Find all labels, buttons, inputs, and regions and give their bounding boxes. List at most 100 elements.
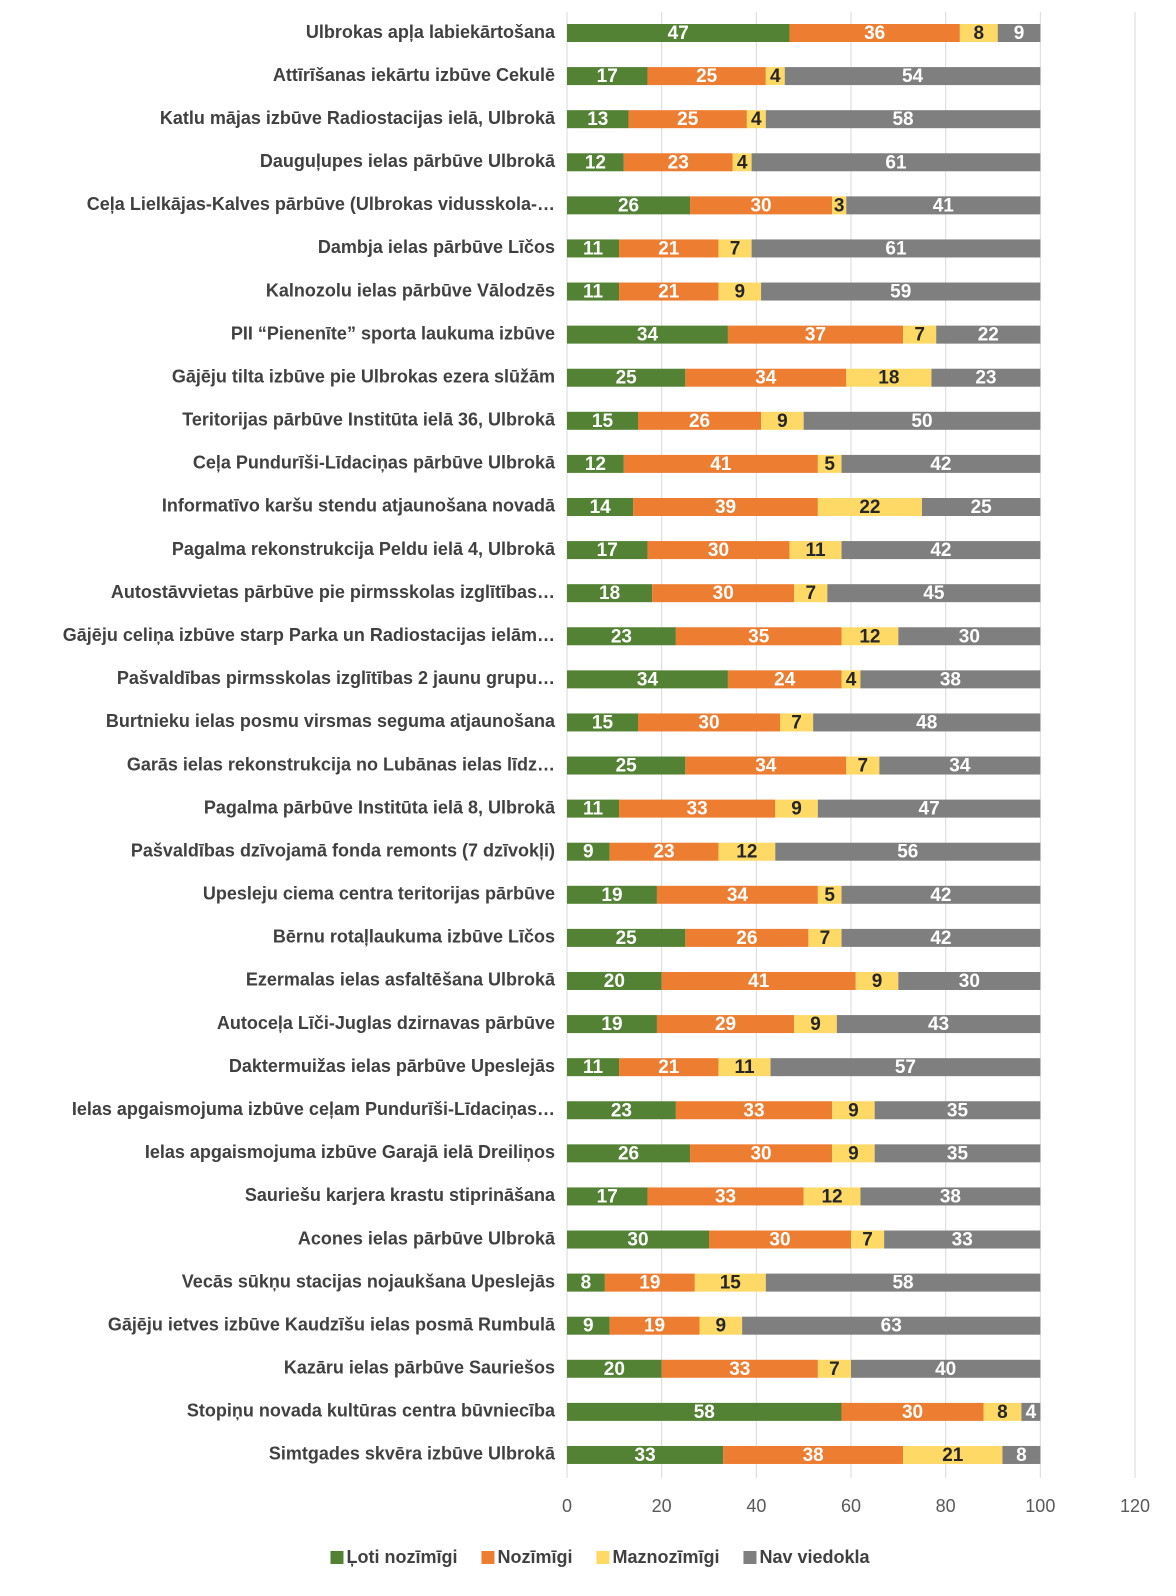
- bar-segment: [567, 1402, 842, 1421]
- bar-segment: [567, 1101, 676, 1120]
- data-label: 7: [829, 1359, 840, 1380]
- bar-segment: [567, 1058, 620, 1077]
- bar-segment: [685, 928, 809, 947]
- bar-segment: [675, 1101, 833, 1120]
- data-label: 15: [592, 712, 614, 733]
- data-label: 4: [770, 66, 781, 87]
- bar-segment: [723, 1445, 904, 1464]
- data-label: 47: [668, 23, 689, 44]
- data-label: 34: [637, 669, 659, 690]
- data-label: 12: [821, 1186, 842, 1207]
- bar-segment: [846, 368, 932, 387]
- data-label: 33: [729, 1359, 750, 1380]
- bar-segment: [619, 799, 776, 818]
- category-label: Sauriešu karjera krastu stiprināšana: [245, 1185, 556, 1205]
- data-label: 38: [803, 1445, 824, 1466]
- data-label: 42: [930, 928, 951, 949]
- bar-segment: [789, 24, 960, 42]
- bar-segment: [803, 411, 1041, 430]
- data-label: 25: [677, 109, 699, 130]
- bar-segment: [567, 110, 629, 129]
- data-label: 61: [885, 238, 907, 259]
- bar-segment: [1002, 1445, 1041, 1464]
- legend-swatch: [481, 1551, 495, 1564]
- bar-segment: [817, 454, 842, 473]
- bar-segment: [727, 670, 842, 689]
- bar-segment: [619, 239, 719, 258]
- bar-segment: [567, 1316, 610, 1335]
- category-label: Stopiņu novada kultūras centra būvniecīb…: [187, 1401, 556, 1421]
- data-label: 34: [949, 756, 971, 777]
- category-label: Vecās sūkņu stacijas nojaukšana Upeslejā…: [182, 1271, 555, 1291]
- bar-segment: [751, 153, 1041, 172]
- bar-segment: [765, 67, 785, 86]
- bar-segment: [567, 368, 686, 387]
- bar-segment: [841, 454, 1041, 473]
- category-label: Pašvaldības pirmsskolas izglītības 2 jau…: [117, 668, 555, 688]
- bar-segment: [619, 282, 719, 301]
- data-label: 7: [858, 756, 869, 777]
- bar-segment: [567, 411, 638, 430]
- bar-segment: [770, 1058, 1041, 1077]
- data-label: 35: [947, 1100, 969, 1121]
- bar-segment: [604, 1273, 695, 1292]
- data-label: 7: [862, 1230, 873, 1251]
- data-label: 33: [743, 1100, 764, 1121]
- category-label: Gājēju tilta izbūve pie Ulbrokas ezera s…: [172, 366, 555, 386]
- data-label: 20: [604, 971, 625, 992]
- data-label: 19: [601, 1014, 622, 1035]
- bar-segment: [841, 670, 861, 689]
- category-label: Katlu mājas izbūve Radiostacijas ielā, U…: [160, 108, 556, 128]
- data-label: 24: [774, 669, 796, 690]
- data-label: 58: [694, 1402, 715, 1423]
- data-label: 4: [1026, 1402, 1037, 1423]
- bar-segment: [884, 1230, 1041, 1249]
- category-label: Bērnu rotaļlaukuma izbūve Līčos: [273, 927, 555, 947]
- bar-segment: [709, 1230, 851, 1249]
- bar-segment: [567, 1015, 657, 1034]
- category-label: Ielas apgaismojuma izbūve Garajā ielā Dr…: [145, 1142, 555, 1162]
- bar-segment: [609, 842, 719, 861]
- data-label: 63: [881, 1316, 902, 1337]
- bar-segment: [997, 24, 1041, 42]
- data-label: 22: [859, 497, 880, 518]
- category-label: Kalnozolu ielas pārbūve Vālodzēs: [266, 280, 555, 300]
- data-label: 38: [940, 669, 961, 690]
- bar-segment: [567, 1230, 709, 1249]
- bar-segment: [652, 584, 795, 603]
- bar-segment: [638, 713, 780, 732]
- bar-segment: [623, 454, 818, 473]
- category-label: Ceļa Pundurīši-Līdaciņas pārbūve Ulbrokā: [193, 453, 556, 473]
- category-label: Acones ielas pārbūve Ulbrokā: [298, 1228, 556, 1248]
- data-label: 23: [611, 1100, 632, 1121]
- category-label: Pagalma rekonstrukcija Peldu ielā 4, Ulb…: [172, 539, 556, 559]
- category-label: Dauguļupes ielas pārbūve Ulbrokā: [260, 151, 556, 171]
- bar-segment: [656, 1015, 795, 1034]
- data-label: 38: [940, 1186, 961, 1207]
- data-label: 41: [710, 454, 732, 475]
- bar-segment: [832, 1101, 875, 1120]
- data-label: 12: [585, 152, 606, 173]
- data-label: 3: [834, 195, 845, 216]
- x-tick-label: 40: [746, 1496, 766, 1516]
- bar-segment: [567, 541, 648, 560]
- bar-segment: [813, 713, 1041, 732]
- bar-segment: [567, 1445, 724, 1464]
- data-label: 21: [942, 1445, 964, 1466]
- category-label: PII “Pienenīte” sporta laukuma izbūve: [231, 323, 555, 343]
- category-label: Autoceļa Līči-Juglas dzirnavas pārbūve: [217, 1013, 555, 1033]
- bar-segment: [718, 1058, 771, 1077]
- bar-segment: [638, 411, 762, 430]
- data-label: 50: [911, 411, 932, 432]
- bar-segment: [647, 1187, 804, 1206]
- bar-segment: [685, 368, 847, 387]
- bar-segment: [808, 928, 842, 947]
- bar-segment: [1021, 1402, 1041, 1421]
- bar-segment: [761, 411, 804, 430]
- data-label: 19: [644, 1316, 665, 1337]
- data-label: 30: [959, 626, 980, 647]
- bar-segment: [685, 756, 847, 775]
- data-label: 39: [715, 497, 736, 518]
- data-label: 26: [618, 1143, 639, 1164]
- category-label: Informatīvo karšu stendu atjaunošana nov…: [162, 496, 556, 516]
